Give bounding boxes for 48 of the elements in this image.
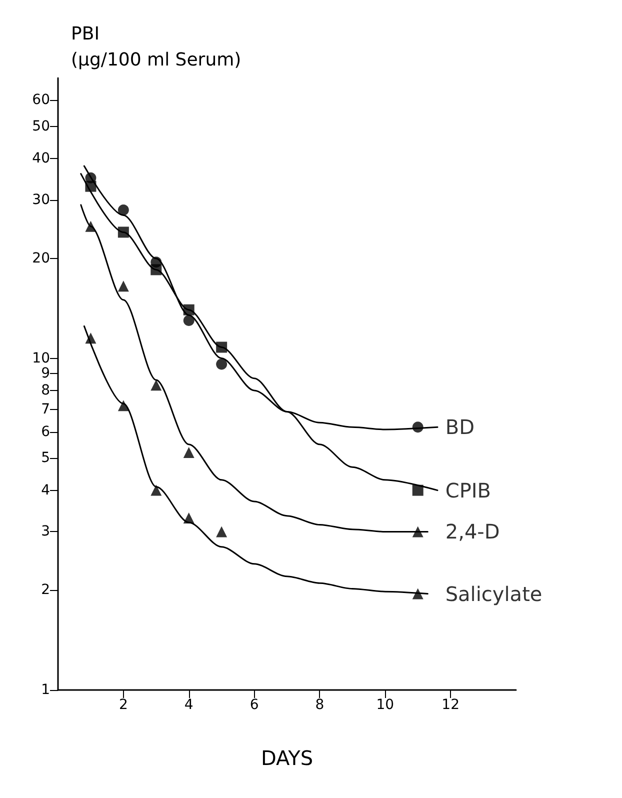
point [183,304,194,316]
point [183,447,194,458]
y-tick-label: 1 [41,682,50,698]
y-tick-label: 2 [41,582,50,598]
x-tick-label: 12 [442,697,460,713]
point [216,342,228,353]
point [85,180,96,192]
point [412,484,424,496]
y-tick-label: 20 [32,250,50,266]
y-tick-label: 40 [32,150,50,167]
y-tick-label: 30 [32,192,50,208]
y-tick-label: 8 [41,382,50,398]
point [118,400,129,412]
point [85,332,96,344]
point [150,380,162,391]
series-label: BD [445,415,474,440]
x-tick-label: 10 [376,697,394,713]
x-tick-label: 8 [315,697,324,713]
point [412,588,424,600]
x-tick-label: 6 [250,697,259,713]
y-tick-label: 5 [41,450,50,466]
point [118,204,129,216]
point [118,226,129,238]
series-label: Salicylate [445,582,542,606]
series-label: 2,4-D [445,520,500,544]
x-axis-title: DAYS [260,746,314,770]
y-tick-label: 7 [41,402,50,418]
point [183,315,194,326]
point [412,526,424,538]
y-axis-title: PBI (μg/100 ml Serum) [71,24,242,70]
point [118,280,129,292]
y-tick-label: 6 [41,424,50,440]
point [85,220,96,232]
y-tick-label: 4 [41,482,50,498]
y-tick-label: 9 [41,365,50,382]
series-label: CPIB [445,478,492,502]
point [150,264,162,276]
y-tick-label: 60 [32,92,50,108]
point [216,526,228,538]
point [216,358,228,370]
x-tick-label: 2 [118,697,128,713]
y-tick-label: 3 [41,524,50,540]
point [183,512,194,524]
y-tick-label: 50 [32,118,50,134]
x-tick-label: 4 [184,697,194,713]
point [150,484,162,496]
point [412,422,424,433]
y-tick-label: 10 [32,350,50,366]
